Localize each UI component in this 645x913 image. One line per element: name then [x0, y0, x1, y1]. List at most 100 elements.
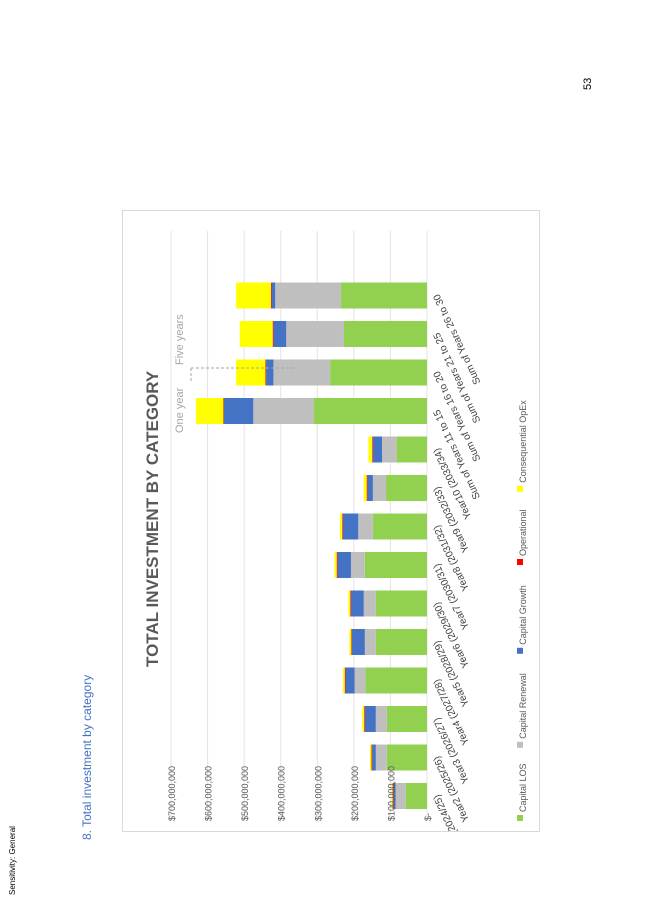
- bar-segment: [265, 359, 267, 386]
- bar-segment: [386, 475, 427, 501]
- bar-segment: [266, 359, 274, 386]
- bar-segment: [364, 629, 376, 655]
- category-labels: Year1 (2024/25)Year2 (2025/26)Year3 (202…: [432, 292, 484, 862]
- bar-segment: [364, 706, 365, 732]
- bar-segment: [223, 398, 225, 424]
- bar-segment: [372, 436, 383, 463]
- one-year-label: One year: [174, 387, 186, 433]
- bar-segment: [350, 552, 365, 578]
- bar-segment: [271, 282, 276, 309]
- bar-segment: [253, 398, 314, 424]
- sensitivity-label: Sensitivity: General: [8, 826, 17, 895]
- bar-segment: [273, 321, 287, 347]
- bar-segment: [369, 744, 372, 771]
- legend-swatch: [517, 485, 523, 492]
- bar-segment: [330, 359, 427, 386]
- bar-segment: [393, 783, 396, 809]
- legend-swatch: [517, 815, 523, 821]
- bar-segment: [391, 783, 393, 809]
- bar-segment: [336, 552, 338, 578]
- bar-segment: [342, 513, 359, 540]
- value-axis-ticks: $- $100,000,000 $200,000,000 $300,000,000 $4…: [167, 766, 433, 821]
- bar-segment: [386, 706, 427, 732]
- bar-segment: [270, 282, 272, 309]
- section-heading: 8. Total investment by category: [80, 674, 94, 840]
- bar-segment: [372, 475, 387, 501]
- bar-segment: [372, 513, 427, 540]
- legend-label: Operational: [518, 509, 528, 556]
- bar-segment: [363, 590, 376, 617]
- bar-segment: [345, 667, 355, 694]
- bar-segment: [348, 590, 351, 617]
- bar-segment: [286, 321, 344, 347]
- bar-segment: [364, 706, 376, 732]
- bar-segment: [344, 667, 346, 694]
- investment-chart: $- $100,000,000 $200,000,000 $300,000,000 $4…: [143, 231, 528, 862]
- legend-swatch: [517, 647, 523, 654]
- value-tick-label: $400,000,000: [277, 766, 287, 821]
- bars: [195, 282, 427, 809]
- bar-segment: [368, 436, 373, 463]
- bar-segment: [375, 706, 387, 732]
- value-tick-label: $600,000,000: [204, 766, 214, 821]
- bar-segment: [224, 398, 254, 424]
- bar-segment: [367, 475, 373, 501]
- legend-swatch: [517, 741, 523, 748]
- bar-segment: [351, 629, 353, 655]
- bar-segment: [362, 706, 365, 732]
- bar-segment: [375, 590, 427, 617]
- bar-segment: [273, 359, 331, 386]
- bar-segment: [371, 744, 373, 771]
- bar-segment: [365, 667, 427, 694]
- bar-segment: [275, 282, 342, 309]
- bar-segment: [236, 282, 271, 309]
- value-tick-label: $700,000,000: [167, 766, 177, 821]
- bar-segment: [363, 475, 367, 501]
- value-tick-label: $500,000,000: [240, 766, 250, 821]
- bar-segment: [395, 783, 406, 809]
- legend-label: Capital LOS: [518, 763, 528, 812]
- legend: Capital LOS Capital Renewal Capital Growth…: [517, 400, 528, 821]
- legend-label: Capital Growth: [518, 585, 528, 645]
- legend-swatch: [517, 559, 523, 565]
- bar-segment: [372, 744, 376, 771]
- legend-label: Consequential OpEx: [518, 400, 528, 483]
- bar-segment: [364, 552, 427, 578]
- value-tick-label: $200,000,000: [350, 766, 360, 821]
- bar-segment: [236, 359, 266, 386]
- value-tick-label: $300,000,000: [313, 766, 323, 821]
- value-tick-label: $100,000,000: [386, 766, 396, 821]
- period-divider: One year Five years: [174, 314, 295, 433]
- bar-segment: [354, 667, 366, 694]
- bar-segment: [195, 398, 224, 424]
- bar-segment: [386, 744, 427, 771]
- bar-segment: [342, 513, 343, 540]
- bar-segment: [239, 321, 273, 347]
- bar-segment: [350, 590, 364, 617]
- bar-segment: [349, 629, 352, 655]
- chart-frame: $- $100,000,000 $200,000,000 $300,000,000 $4…: [122, 210, 540, 862]
- legend-label: Capital Renewal: [518, 673, 528, 739]
- value-tick-label: $-: [423, 813, 433, 821]
- five-years-label: Five years: [174, 314, 186, 365]
- bar-segment: [372, 436, 373, 463]
- bar-segment: [366, 475, 368, 501]
- bar-segment: [352, 629, 365, 655]
- bar-segment: [350, 590, 351, 617]
- bar-segment: [334, 552, 337, 578]
- bar-segment: [313, 398, 427, 424]
- bar-segment: [343, 321, 427, 347]
- bar-segment: [272, 321, 274, 347]
- bar-segment: [382, 436, 397, 463]
- bar-segment: [342, 667, 345, 694]
- bar-segment: [358, 513, 373, 540]
- bar-segment: [375, 629, 427, 655]
- bar-segment: [396, 436, 427, 463]
- chart-title: TOTAL INVESTMENT BY CATEGORY: [143, 370, 162, 667]
- bar-segment: [375, 744, 387, 771]
- bar-segment: [339, 513, 343, 540]
- bar-segment: [405, 783, 427, 809]
- bar-segment: [341, 282, 427, 309]
- bar-segment: [337, 552, 351, 578]
- bar-segment: [392, 783, 394, 809]
